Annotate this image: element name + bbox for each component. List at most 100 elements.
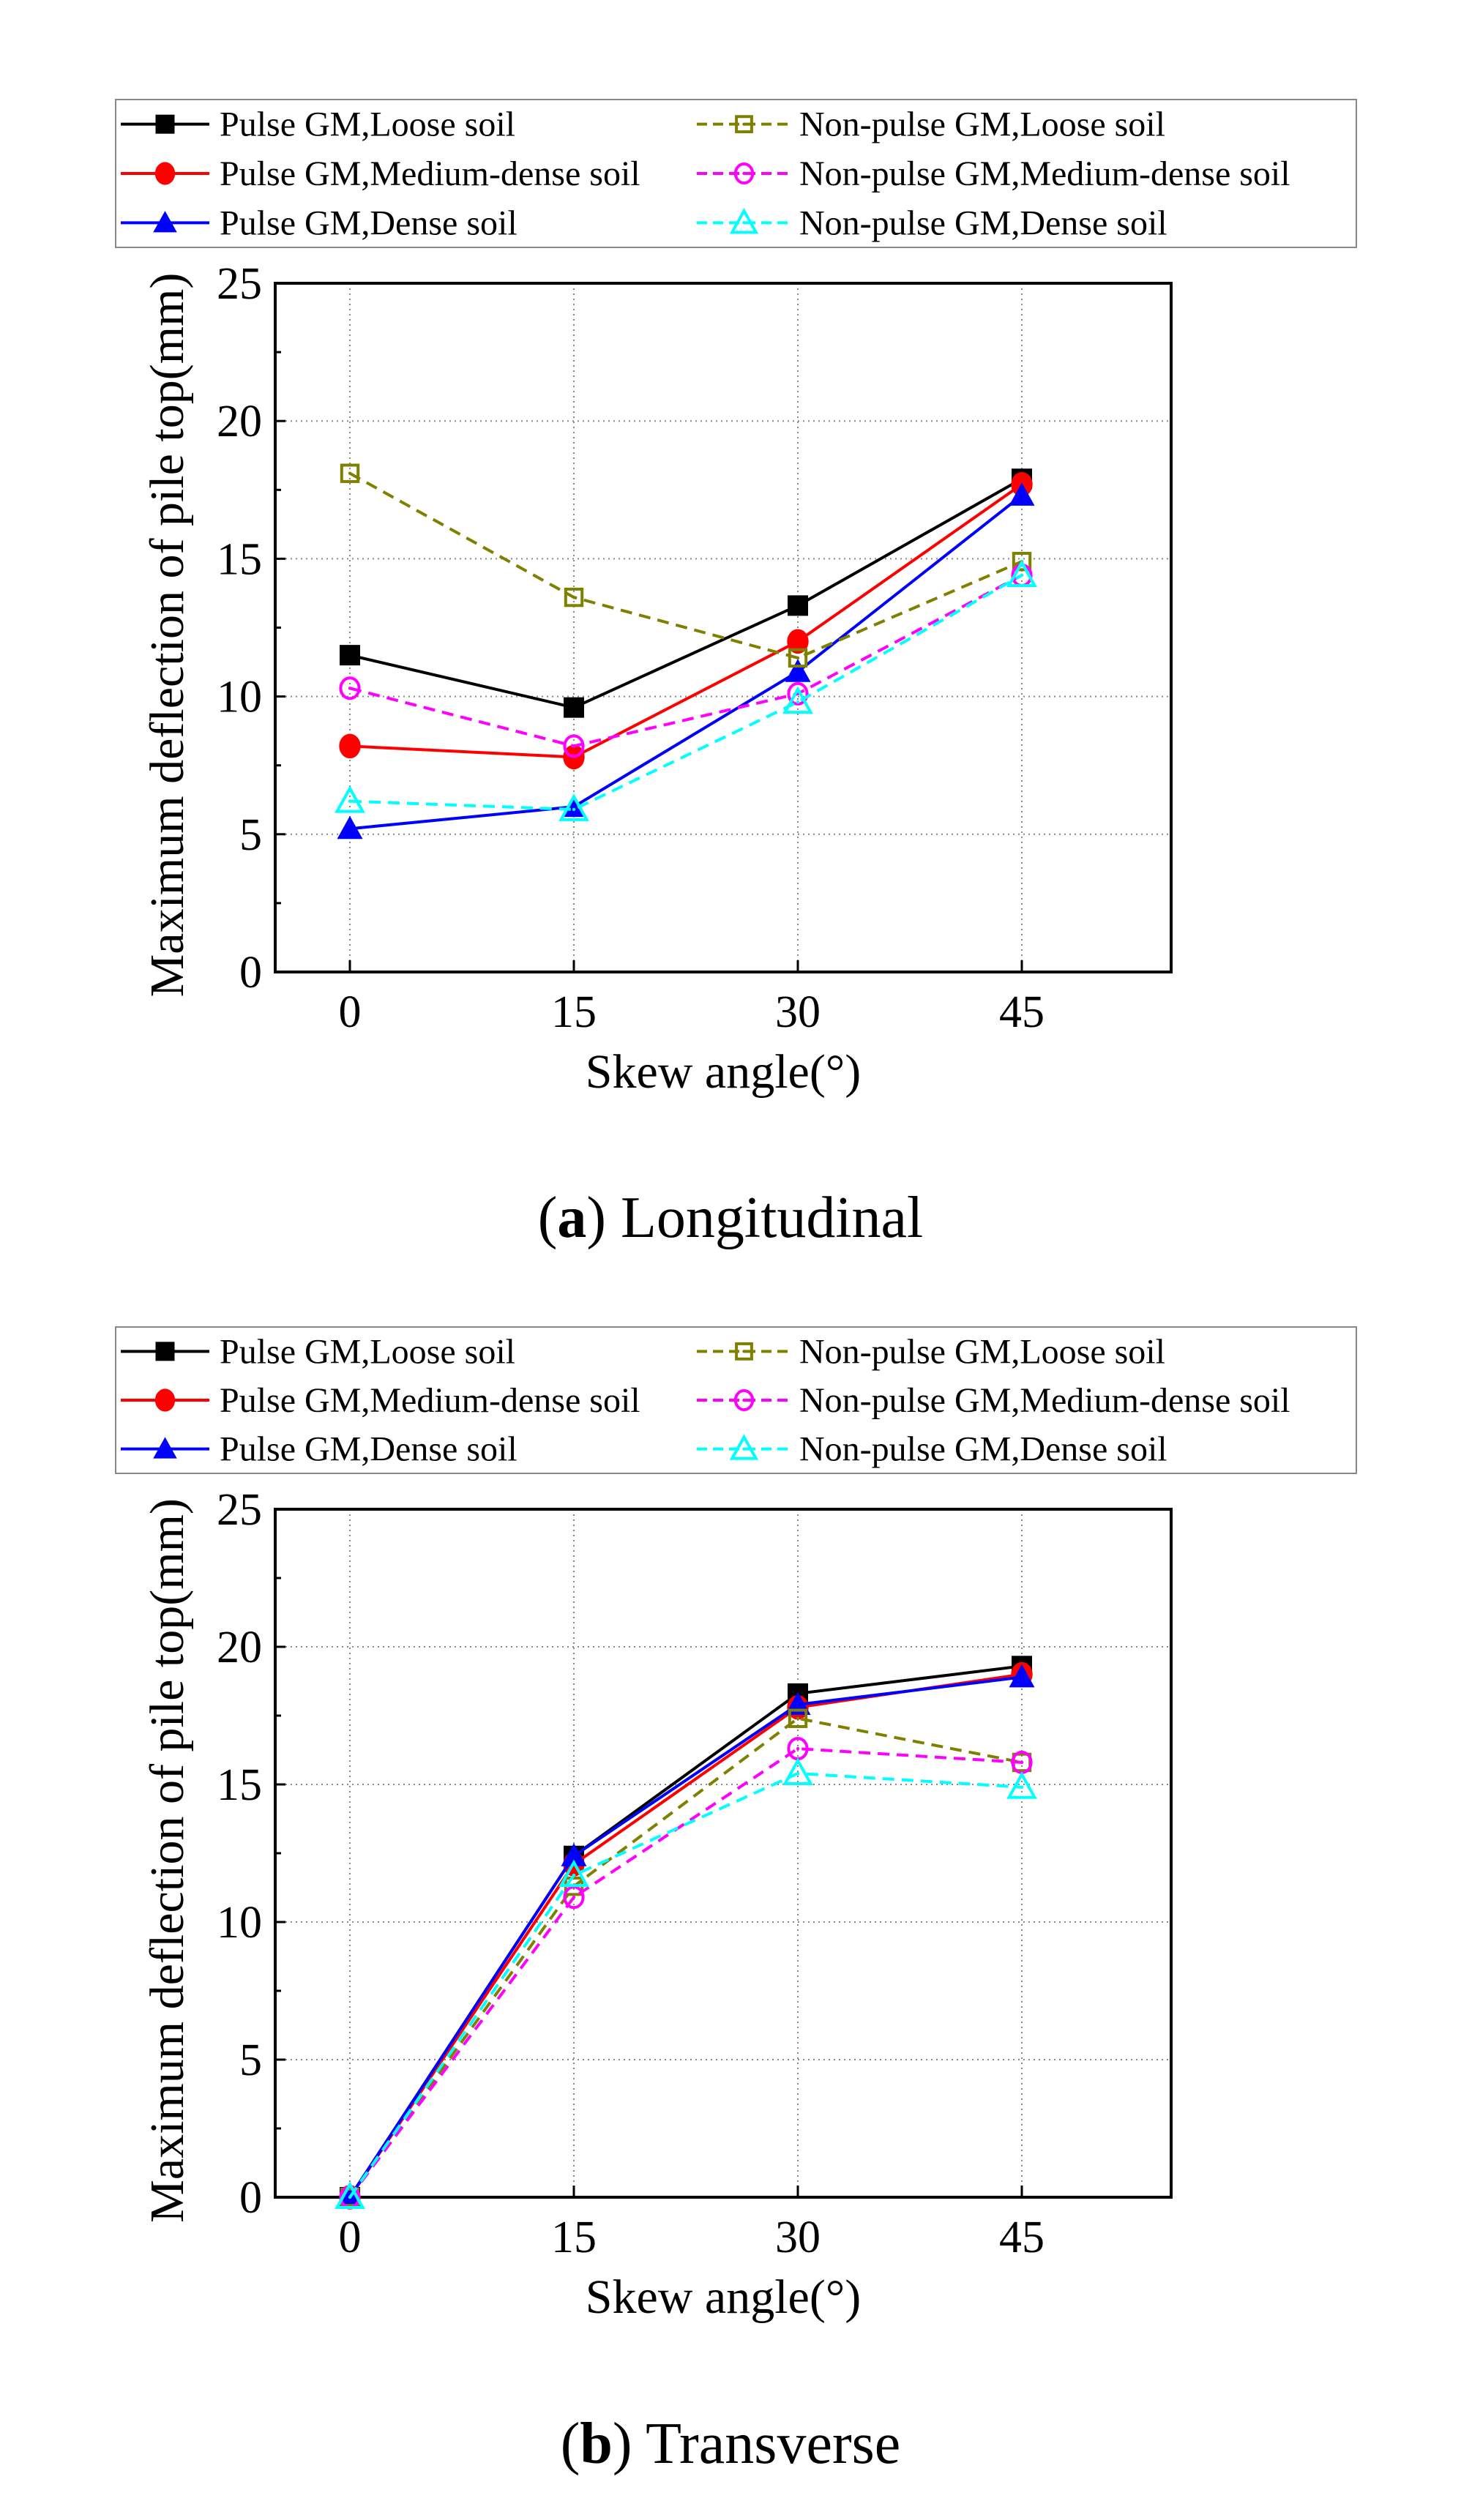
caption-text: Longitudinal (606, 1186, 923, 1250)
legend-label: Pulse GM,Loose soil (220, 1332, 515, 1371)
caption-close-paren: ) (586, 1186, 606, 1250)
series-2 (337, 482, 1035, 840)
legend-marker-dot (742, 1398, 746, 1402)
legend: Pulse GM,Loose soil Pulse GM,Medium-dense… (115, 99, 1357, 248)
y-axis-label: Maximum deflection of pile top(mm) (141, 1498, 194, 2223)
legend-entry: Pulse GM,Medium-dense soil (121, 154, 640, 193)
legend-label: Non-pulse GM,Medium-dense soil (799, 154, 1290, 193)
figure-caption: (b) Transverse (561, 2412, 900, 2476)
data-point (787, 681, 809, 706)
data-point (785, 659, 811, 682)
data-point-dot (1020, 1760, 1024, 1765)
data-point-dot (572, 1873, 576, 1877)
chart-longitudinal: Pulse GM,Loose soil Pulse GM,Medium-dense… (115, 99, 1357, 1250)
x-tick-label: 0 (339, 987, 362, 1037)
y-tick-label: 5 (239, 2035, 262, 2085)
legend-label: Non-pulse GM,Loose soil (799, 105, 1165, 144)
data-point (782, 1757, 813, 1785)
data-point-dot (796, 1746, 800, 1751)
x-tick-label: 0 (339, 2213, 362, 2262)
legend-entry: Pulse GM,Medium-dense soil (121, 1381, 640, 1420)
data-point-dot (572, 1895, 576, 1899)
series-1 (339, 471, 1033, 770)
chart-transverse: Pulse GM,Loose soil Pulse GM,Medium-dense… (115, 1326, 1357, 2476)
x-tick-label: 15 (551, 987, 597, 1037)
y-tick-label: 25 (217, 259, 262, 309)
legend-marker (733, 162, 755, 184)
legend-marker (154, 162, 176, 185)
y-tick-label: 20 (217, 397, 262, 446)
series-line (349, 574, 1023, 748)
series-1 (339, 1661, 1033, 2210)
caption-letter: a (557, 1186, 586, 1250)
legend-marker (735, 115, 753, 134)
data-point-dot (348, 799, 352, 803)
data-point (1006, 559, 1037, 587)
data-point-dot (348, 687, 352, 690)
series-4 (339, 563, 1033, 758)
legend-marker (735, 1342, 753, 1361)
data-point (788, 1708, 808, 1728)
x-tick-label: 30 (775, 987, 821, 1037)
legend-entry: Pulse GM,Loose soil (121, 105, 515, 144)
legend-marker (155, 1342, 175, 1361)
legend-entry: Non-pulse GM,Loose soil (697, 1332, 1165, 1371)
data-point (1009, 482, 1035, 506)
caption-text: Transverse (632, 2412, 901, 2476)
legend-label: Non-pulse GM,Dense soil (799, 203, 1167, 242)
legend-marker-dot (742, 221, 746, 225)
legend-marker (729, 1434, 759, 1460)
data-point (340, 463, 360, 483)
legend-entry: Non-pulse GM,Medium-dense soil (697, 154, 1290, 193)
data-point (337, 815, 363, 840)
y-tick-label: 25 (217, 1485, 262, 1535)
series-line (349, 477, 1023, 709)
y-axis-label: Maximum deflection of pile top(mm) (141, 273, 194, 998)
y-tick-label: 5 (239, 810, 262, 860)
data-point (339, 733, 361, 759)
figure-caption: (a) Longitudinal (538, 1186, 924, 1250)
caption-open-paren: ( (538, 1186, 558, 1250)
data-point (561, 1843, 587, 1866)
data-point (1006, 1771, 1037, 1799)
plot-frame (274, 1508, 1173, 2199)
series-line (349, 574, 1023, 811)
legend-marker (155, 114, 175, 134)
legend-label: Pulse GM,Dense soil (220, 203, 517, 242)
legend-entry: Non-pulse GM,Medium-dense soil (697, 1381, 1290, 1420)
series-line (348, 1675, 1023, 2199)
legend-label: Non-pulse GM,Medium-dense soil (799, 1381, 1290, 1420)
data-point-dot (348, 2195, 352, 2199)
data-point-dot (796, 700, 800, 704)
legend-entry: Pulse GM,Loose soil (121, 1332, 515, 1371)
legend-label: Non-pulse GM,Loose soil (799, 1332, 1165, 1371)
data-point-dot (796, 1771, 800, 1776)
data-point-dot (572, 595, 576, 599)
series-line (348, 1716, 1023, 2199)
legend: Pulse GM,Loose soil Pulse GM,Medium-dense… (115, 1326, 1357, 1474)
legend-label: Pulse GM,Medium-dense soil (220, 154, 640, 193)
data-point (340, 645, 360, 666)
data-point (563, 734, 585, 758)
x-tick-label: 45 (999, 987, 1045, 1037)
data-point (563, 1885, 585, 1910)
data-point (782, 686, 813, 714)
series-4 (339, 1737, 1033, 2209)
legend-marker-dot (742, 122, 746, 126)
y-tick-label: 10 (217, 673, 262, 722)
legend-marker (153, 211, 177, 233)
legend-entry: Non-pulse GM,Loose soil (697, 105, 1165, 144)
series-line (348, 1771, 1023, 2199)
series-line (349, 494, 1023, 831)
y-tick-label: 15 (217, 534, 262, 584)
legend-marker (154, 1388, 176, 1412)
legend-marker-dot (742, 1447, 746, 1451)
series-line (349, 483, 1023, 759)
data-point (1009, 1664, 1035, 1688)
data-point-dot (572, 744, 576, 748)
data-point-dot (796, 656, 800, 660)
x-tick-label: 15 (551, 2213, 597, 2262)
data-point (564, 697, 584, 718)
y-tick-label: 0 (239, 2173, 262, 2223)
